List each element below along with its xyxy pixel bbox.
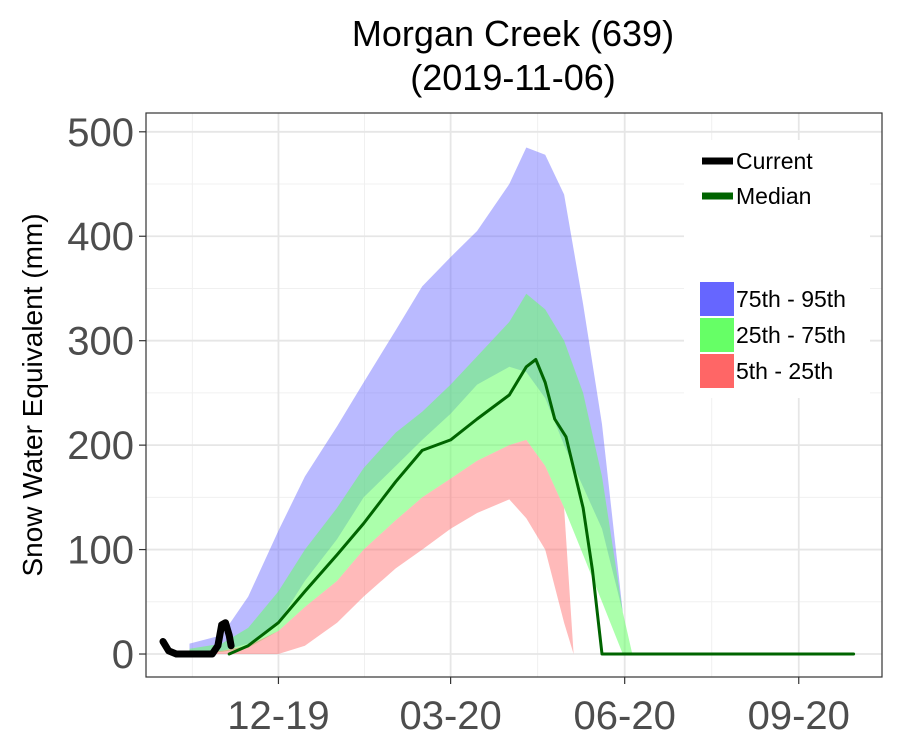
y-tick-label: 400: [67, 215, 134, 259]
legend-label: 75th - 95th: [736, 286, 846, 312]
x-tick-label: 03-20: [399, 694, 501, 738]
x-tick-label: 12-19: [227, 694, 329, 738]
legend: Current Median 75th - 95th 25th - 75th 5th -…: [684, 140, 870, 398]
legend-label: 5th - 25th: [736, 358, 833, 384]
plot-border: [145, 112, 883, 678]
legend-label: 25th - 75th: [736, 322, 846, 348]
legend-key-fill: [700, 282, 734, 316]
x-tick-label: 09-20: [748, 694, 850, 738]
y-axis: 0 100 200 300 400 500: [67, 111, 146, 677]
x-axis: 12-19 03-20 06-20 09-20: [227, 677, 850, 738]
chart-subtitle: (2019-11-06): [410, 57, 615, 98]
y-axis-label: Snow Water Equivalent (mm): [17, 213, 48, 576]
y-tick-label: 100: [67, 529, 134, 573]
series-lines: [159, 358, 856, 658]
legend-label: Median: [736, 183, 811, 209]
series-line-median: [227, 358, 856, 656]
band-25th-75th: [189, 293, 633, 654]
percentile-bands: [189, 147, 638, 654]
series-line-current: [159, 619, 235, 658]
chart-title: Morgan Creek (639): [352, 13, 674, 54]
y-tick-label: 200: [67, 424, 134, 468]
y-tick-label: 0: [112, 633, 134, 677]
y-tick-label: 300: [67, 320, 134, 364]
legend-label: Current: [736, 148, 813, 174]
legend-key-fill: [700, 354, 734, 388]
y-tick-label: 500: [67, 111, 134, 155]
band-5th-25th: [189, 439, 574, 654]
x-tick-label: 06-20: [574, 694, 676, 738]
band-75th-95th: [189, 147, 638, 654]
legend-key-fill: [700, 318, 734, 352]
